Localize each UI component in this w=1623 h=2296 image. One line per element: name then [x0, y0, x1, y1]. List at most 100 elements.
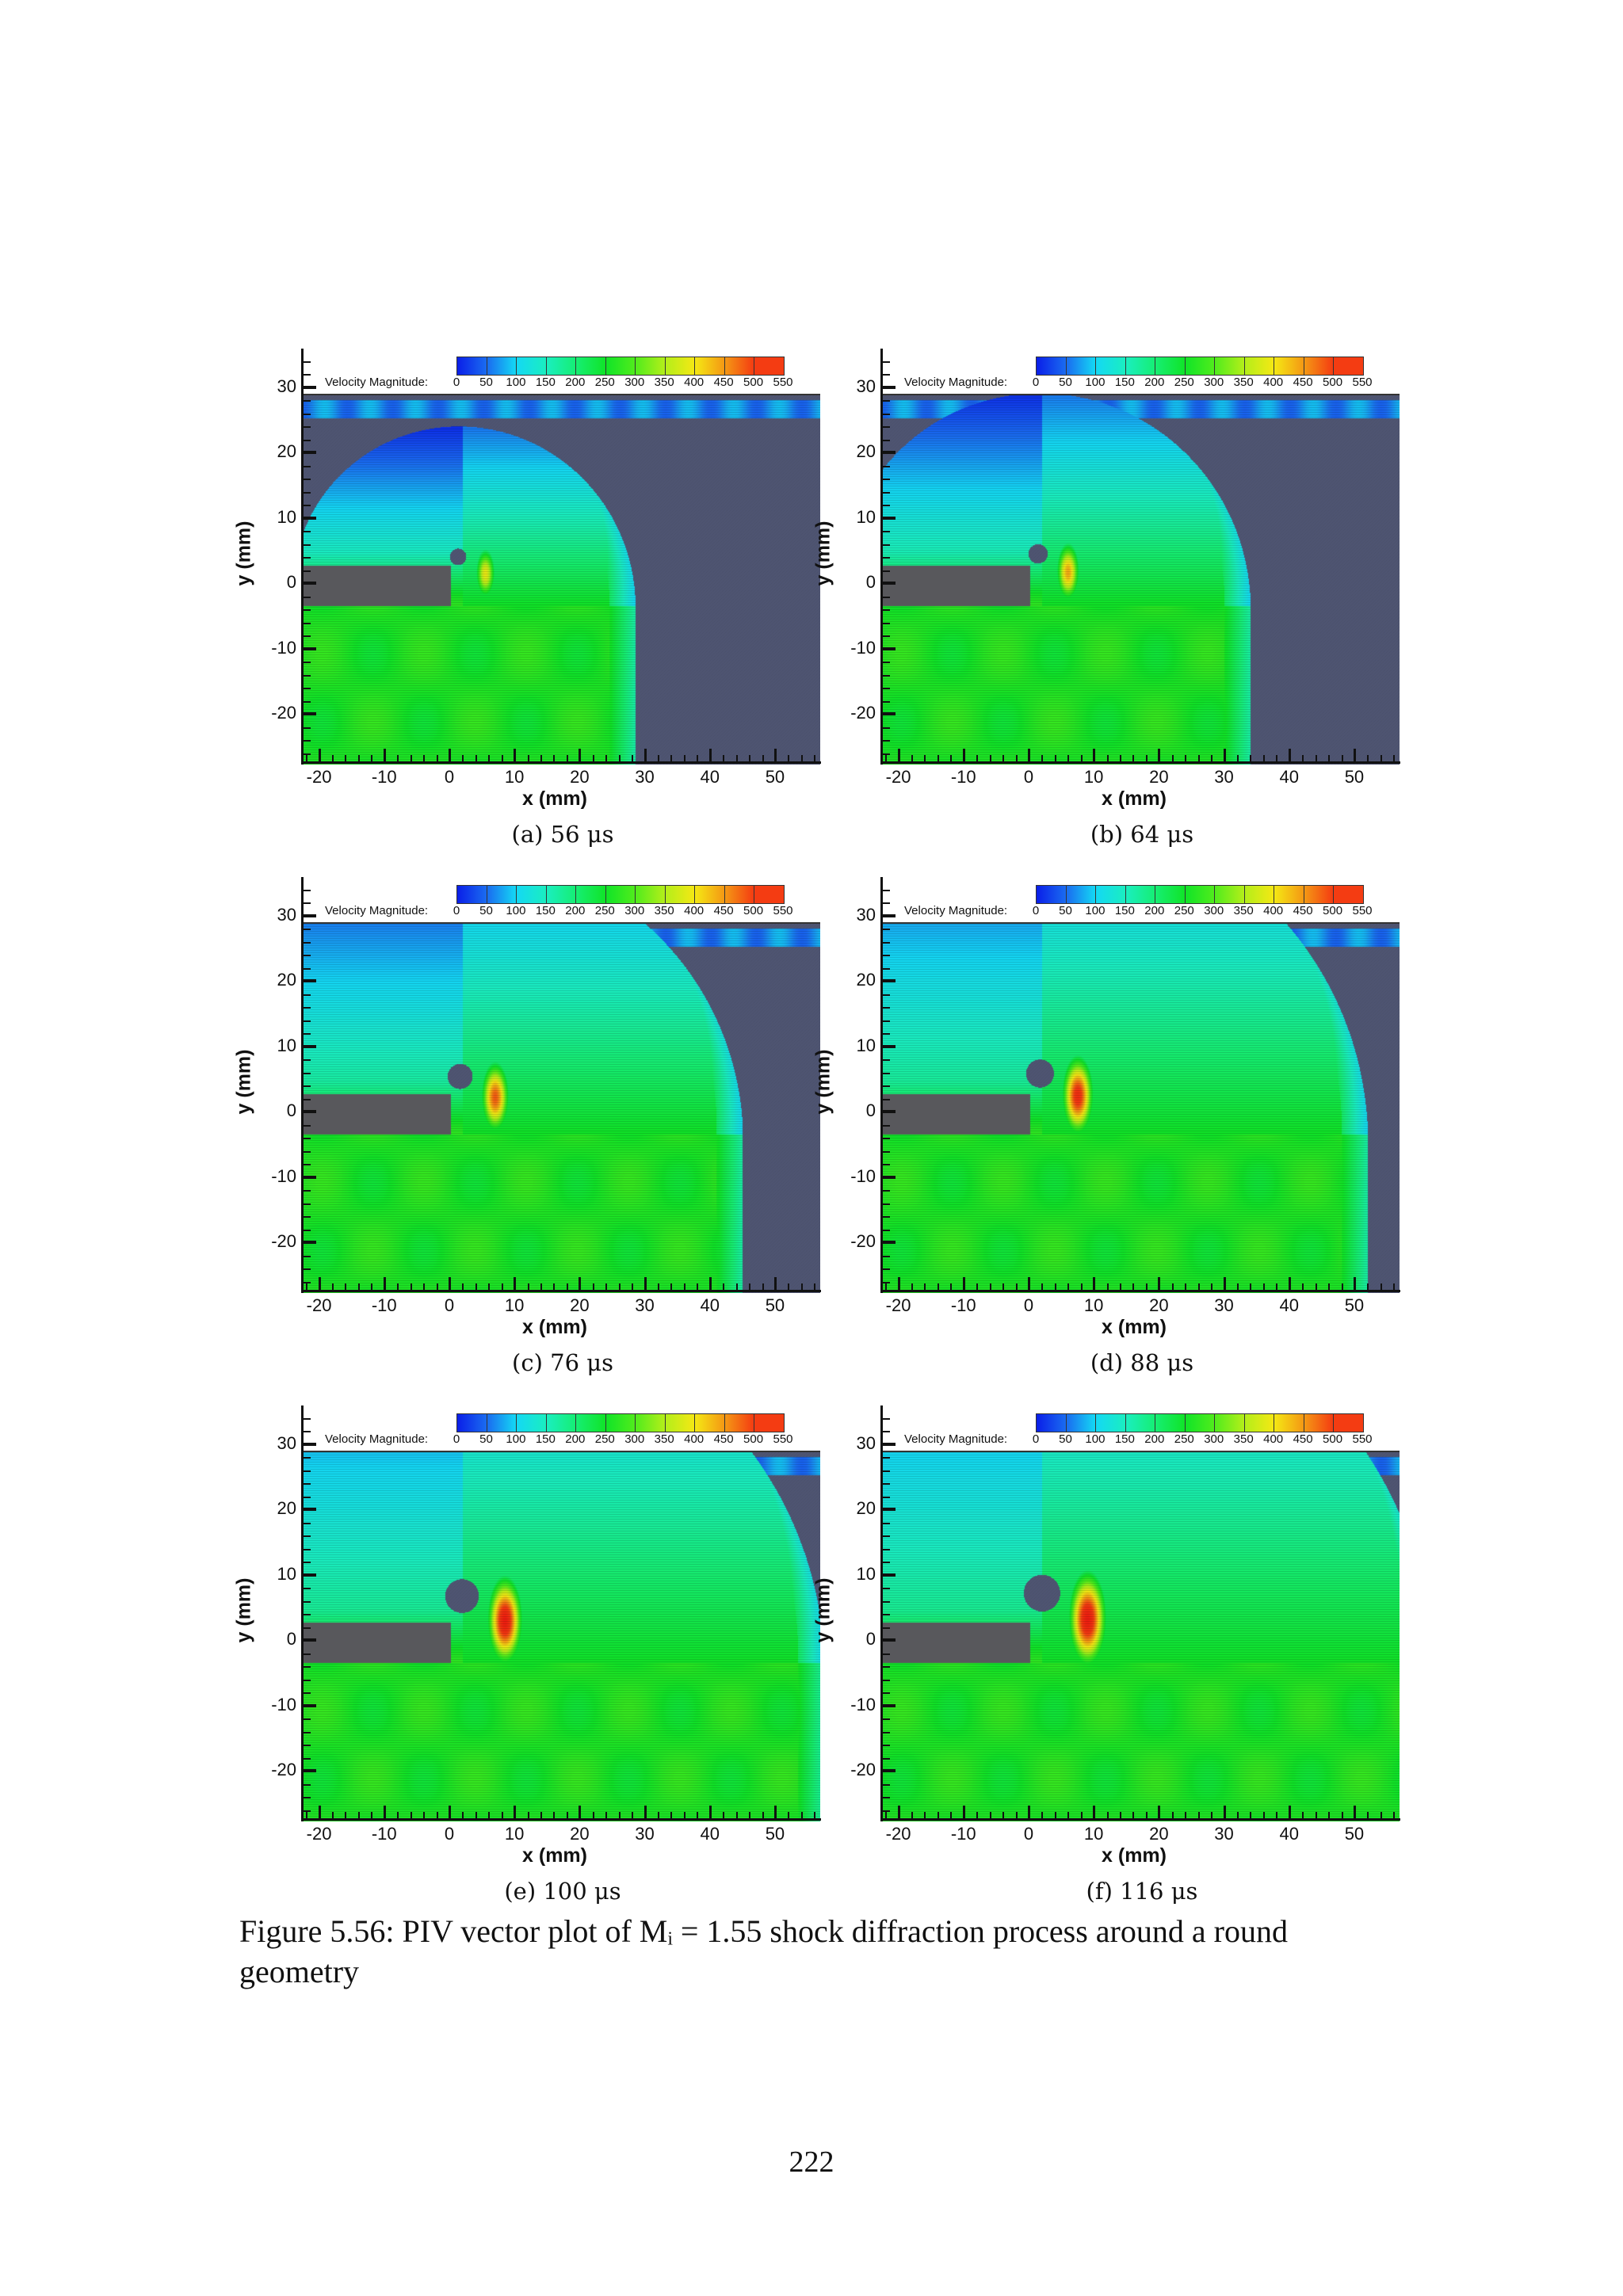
y-minor-tick	[304, 955, 311, 957]
x-minor-tick	[1393, 1812, 1396, 1819]
velocity-colorbar	[456, 1413, 785, 1432]
x-minor-tick	[1041, 1812, 1044, 1819]
colorbar-segment	[754, 1414, 785, 1432]
x-tick-label: 30	[635, 1295, 655, 1315]
x-tick-label: -10	[950, 767, 976, 787]
y-minor-tick	[883, 674, 890, 677]
velocity-colorbar	[456, 357, 785, 376]
y-minor-tick	[883, 1627, 890, 1629]
x-minor-tick	[566, 1283, 568, 1291]
x-tick-label: 30	[635, 1824, 655, 1844]
x-minor-tick	[1067, 1812, 1070, 1819]
colorbar-segment	[1066, 1414, 1097, 1432]
x-major-tick	[383, 1277, 386, 1291]
x-minor-tick	[976, 1283, 979, 1291]
colorbar-segment	[1155, 1414, 1186, 1432]
x-minor-tick	[924, 755, 926, 762]
y-minor-tick	[304, 543, 311, 546]
y-minor-tick	[883, 570, 890, 572]
x-tick-label: 50	[765, 1295, 785, 1315]
y-major-tick	[883, 1573, 896, 1577]
x-minor-tick	[885, 755, 888, 762]
colorbar-segment	[1037, 357, 1067, 375]
colorbar-tick-label: 300	[624, 1432, 645, 1446]
y-major-tick	[304, 1769, 316, 1773]
colorbar-tick-label: 450	[713, 376, 734, 389]
y-minor-tick	[883, 1522, 890, 1524]
y-minor-tick	[883, 889, 890, 891]
x-minor-tick	[1015, 755, 1018, 762]
y-major-tick	[883, 1703, 896, 1707]
x-tick-label: -10	[371, 1824, 397, 1844]
y-major-tick	[883, 1110, 896, 1114]
colorbar-label: Velocity Magnitude:	[325, 904, 429, 917]
y-axis	[880, 1405, 883, 1821]
y-minor-tick	[304, 662, 311, 664]
x-minor-tick	[1002, 1812, 1005, 1819]
colorbar-segment	[1037, 886, 1067, 903]
colorbar-tick-label: 450	[1293, 904, 1313, 917]
y-minor-tick	[883, 1535, 890, 1538]
colorbar-segment	[546, 886, 577, 903]
x-minor-tick	[762, 755, 764, 762]
x-major-tick	[383, 749, 386, 762]
colorbar-tick-label: 550	[773, 376, 793, 389]
x-minor-tick	[1106, 755, 1109, 762]
y-major-tick	[883, 1769, 896, 1773]
colorbar-label: Velocity Magnitude:	[904, 904, 1008, 917]
y-minor-tick	[883, 1020, 890, 1022]
x-minor-tick	[683, 1812, 685, 1819]
x-minor-tick	[1367, 1283, 1369, 1291]
piv-panel-a: Velocity Magnitude: 0 50 100 150 200 250 300 35…	[233, 349, 821, 856]
y-minor-tick	[883, 1745, 890, 1747]
x-axis-title: x (mm)	[1102, 788, 1167, 810]
y-minor-tick	[883, 479, 890, 481]
y-minor-tick	[304, 1666, 311, 1669]
y-minor-tick	[304, 1562, 311, 1564]
x-minor-tick	[306, 755, 308, 762]
x-tick-label: 0	[1023, 767, 1034, 787]
piv-panel-e: Velocity Magnitude: 0 50 100 150 200 250 300 35…	[233, 1405, 821, 1913]
colorbar-segment	[665, 1414, 696, 1432]
colorbar-segment	[1215, 357, 1245, 375]
x-major-tick	[773, 749, 777, 762]
y-minor-tick	[883, 609, 890, 612]
y-tick-label: -20	[850, 1231, 876, 1252]
panel-subcaption: (b) 64 μs	[1090, 821, 1194, 848]
x-minor-tick	[1120, 1812, 1122, 1819]
colorbar-tick-label: 500	[743, 376, 764, 389]
x-minor-tick	[1328, 755, 1331, 762]
y-minor-tick	[883, 727, 890, 729]
colorbar-label: Velocity Magnitude:	[325, 376, 429, 389]
x-tick-label: -20	[306, 767, 332, 787]
figure-caption: Figure 5.56: PIV vector plot of Mᵢ = 1.5…	[239, 1911, 1396, 1992]
x-minor-tick	[749, 755, 751, 762]
y-minor-tick	[883, 1810, 890, 1812]
x-tick-label: 30	[1214, 767, 1234, 787]
x-minor-tick	[1380, 1283, 1382, 1291]
x-minor-tick	[1106, 1812, 1109, 1819]
x-minor-tick	[1171, 755, 1174, 762]
y-minor-tick	[304, 889, 311, 891]
colorbar-segment	[1215, 886, 1245, 903]
y-tick-label: 0	[865, 572, 876, 593]
x-major-tick	[1288, 1806, 1291, 1819]
colorbar-tick-label: 550	[773, 904, 793, 917]
y-minor-tick	[883, 426, 890, 429]
y-minor-tick	[883, 1417, 890, 1420]
colorbar-segment	[457, 1414, 487, 1432]
y-major-tick	[304, 1110, 316, 1114]
y-axis	[880, 877, 883, 1293]
y-major-tick	[304, 913, 316, 917]
y-minor-tick	[883, 557, 890, 559]
y-minor-tick	[883, 465, 890, 467]
x-major-tick	[1288, 749, 1291, 762]
colorbar-tick-label: 50	[479, 904, 493, 917]
x-minor-tick	[924, 1812, 926, 1819]
x-tick-label: -20	[885, 767, 911, 787]
y-major-tick	[304, 451, 316, 455]
y-minor-tick	[304, 1203, 311, 1205]
x-major-tick	[448, 1277, 451, 1291]
y-tick-label: 30	[856, 376, 876, 396]
y-minor-tick	[883, 1150, 890, 1153]
